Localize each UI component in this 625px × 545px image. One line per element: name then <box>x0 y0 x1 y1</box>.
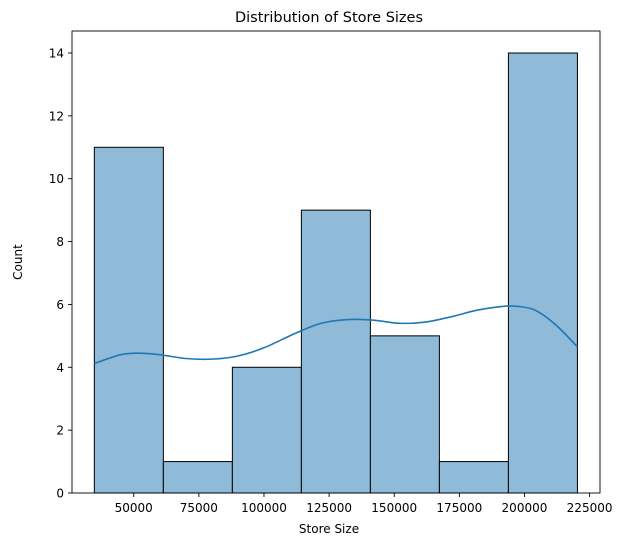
bar-2 <box>231 366 302 494</box>
bars-layer <box>93 52 578 494</box>
x-tick-label: 200000 <box>502 501 548 515</box>
plot-frame <box>71 30 601 494</box>
y-tick-label: 12 <box>49 109 64 123</box>
y-tick-label: 0 <box>56 487 64 501</box>
bar-5 <box>438 461 509 494</box>
bar-0 <box>93 146 164 494</box>
x-tick-label: 75000 <box>180 501 218 515</box>
y-tick-label: 10 <box>49 172 64 186</box>
bar-1 <box>162 461 233 494</box>
y-tick-label: 14 <box>49 47 64 61</box>
x-tick-label: 125000 <box>306 501 352 515</box>
x-tick-label: 175000 <box>436 501 482 515</box>
x-tick-label: 50000 <box>115 501 153 515</box>
x-axis: 50000 75000 100000 125000 150000 175000 200000… <box>115 493 613 515</box>
kde-curve <box>94 305 578 365</box>
y-axis-label: Count <box>11 244 25 280</box>
y-tick-label: 2 <box>56 424 64 438</box>
y-axis: 0 2 4 6 8 10 12 14 <box>49 47 72 501</box>
bar-6 <box>507 52 578 494</box>
chart-title: Distribution of Store Sizes <box>235 10 423 26</box>
bar-4 <box>369 335 440 494</box>
y-tick-label: 4 <box>56 361 64 375</box>
bar-3 <box>300 209 371 494</box>
x-tick-label: 225000 <box>567 501 613 515</box>
y-tick-label: 6 <box>56 298 64 312</box>
y-tick-label: 8 <box>56 235 64 249</box>
x-tick-label: 100000 <box>241 501 287 515</box>
x-axis-label: Store Size <box>299 522 359 536</box>
x-tick-label: 150000 <box>371 501 417 515</box>
